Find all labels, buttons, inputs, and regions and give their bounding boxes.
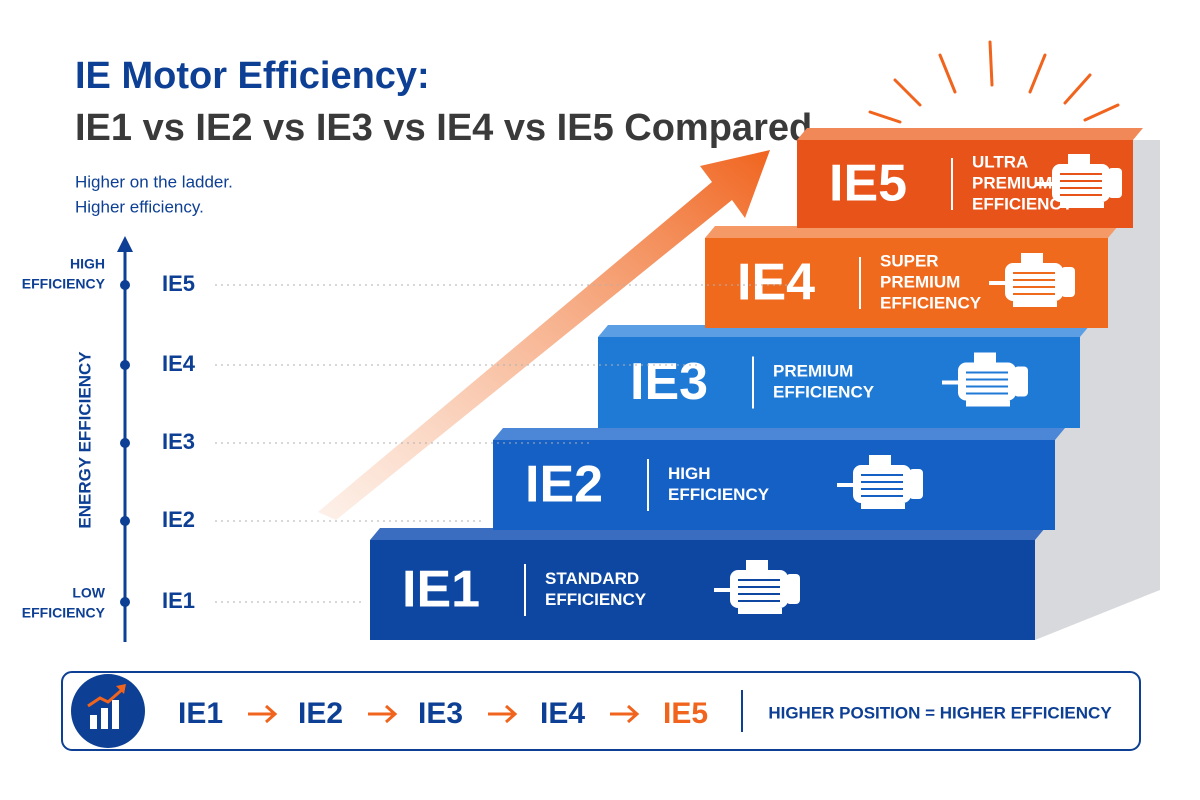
tagline: Higher on the ladder. bbox=[75, 172, 233, 191]
motor-box bbox=[1068, 154, 1090, 164]
motor-cap bbox=[1108, 168, 1122, 198]
chart-icon bbox=[87, 684, 126, 729]
step-description: ULTRA bbox=[972, 152, 1028, 171]
level-dot bbox=[120, 438, 130, 448]
step bbox=[370, 540, 1035, 640]
step bbox=[493, 440, 1055, 530]
step-top bbox=[493, 428, 1065, 440]
step-description: SUPER bbox=[880, 251, 939, 270]
trend-arrow bbox=[318, 150, 770, 520]
sequence-arrowhead bbox=[505, 704, 518, 724]
motor-box bbox=[746, 560, 768, 570]
footer-note: HIGHER POSITION = HIGHER EFFICIENCY bbox=[768, 703, 1112, 722]
level-dot bbox=[120, 280, 130, 290]
rays bbox=[868, 40, 1120, 124]
level-label: IE1 bbox=[162, 588, 195, 613]
sequence-item: IE5 bbox=[663, 697, 708, 730]
levels: IE5 IE4 IE3 IE2 IE1 bbox=[120, 271, 789, 613]
sequence: IE1 IE2 IE3 IE4 IE5 bbox=[178, 697, 708, 730]
step-description: PREMIUM bbox=[773, 361, 853, 380]
step-code: IE2 bbox=[525, 456, 603, 514]
step-description: PREMIUM bbox=[880, 272, 960, 291]
sequence-arrowhead bbox=[265, 704, 278, 724]
step-description: EFFICIENCY bbox=[880, 293, 982, 312]
sequence-item: IE1 bbox=[178, 697, 223, 730]
step-code: IE5 bbox=[829, 155, 907, 213]
title-line1: IE Motor Efficiency: bbox=[75, 55, 430, 97]
motor-box bbox=[869, 455, 891, 465]
level-label: IE5 bbox=[162, 271, 195, 296]
tagline: Higher efficiency. bbox=[75, 197, 204, 216]
sequence-arrowhead bbox=[627, 704, 640, 724]
motor-box bbox=[974, 352, 996, 363]
motor-body bbox=[1005, 263, 1063, 301]
step-description: EFFICIENCY bbox=[773, 382, 875, 401]
sequence-item: IE2 bbox=[298, 697, 343, 730]
step-code: IE3 bbox=[630, 353, 708, 411]
motor-body bbox=[958, 362, 1016, 401]
step-description: EFFICIENCY bbox=[668, 485, 770, 504]
motor-body bbox=[1052, 164, 1110, 202]
step-description: HIGH bbox=[668, 464, 711, 483]
motor-cap bbox=[1014, 366, 1028, 397]
motor-box bbox=[1021, 253, 1043, 263]
high-label: HIGH bbox=[70, 256, 105, 272]
motor-cap bbox=[786, 574, 800, 604]
motor-body bbox=[853, 465, 911, 503]
motor-body bbox=[730, 570, 788, 608]
step-top bbox=[797, 128, 1143, 140]
axis-arrow bbox=[117, 236, 133, 252]
step-description: EFFICIENCY bbox=[545, 590, 647, 609]
step-top bbox=[705, 226, 1118, 238]
sequence-arrowhead bbox=[385, 704, 398, 724]
motor-foot bbox=[1013, 301, 1057, 307]
step-description: STANDARD bbox=[545, 569, 639, 588]
footer-box bbox=[61, 671, 1141, 751]
motor-foot bbox=[966, 400, 1010, 407]
motor-cap bbox=[909, 469, 923, 499]
step-code: IE4 bbox=[737, 254, 815, 312]
motor-foot bbox=[738, 608, 782, 614]
level-label: IE4 bbox=[162, 351, 196, 376]
sequence-item: IE3 bbox=[418, 697, 463, 730]
axis-label: ENERGY EFFICIENCY bbox=[75, 351, 94, 529]
title-line2: IE1 vs IE2 vs IE3 vs IE4 vs IE5 Compared bbox=[75, 107, 812, 149]
level-dot bbox=[120, 516, 130, 526]
step-description: PREMIUM bbox=[972, 173, 1052, 192]
low-label: EFFICIENCY bbox=[22, 605, 106, 621]
low-label: LOW bbox=[72, 585, 105, 601]
level-label: IE2 bbox=[162, 507, 195, 532]
motor-foot bbox=[1060, 202, 1104, 208]
high-label: EFFICIENCY bbox=[22, 276, 106, 292]
steps: IE1 STANDARD EFFICIENCY IE2 HIGH EFFICIENCY IE… bbox=[370, 128, 1143, 640]
step-top bbox=[370, 528, 1045, 540]
motor-foot bbox=[861, 503, 905, 509]
motor-cap bbox=[1061, 267, 1075, 297]
level-label: IE3 bbox=[162, 429, 195, 454]
sequence-item: IE4 bbox=[540, 697, 585, 730]
level-dot bbox=[120, 597, 130, 607]
level-dot bbox=[120, 360, 130, 370]
step-code: IE1 bbox=[402, 561, 480, 619]
step-description: EFFICIENCY bbox=[972, 194, 1074, 213]
stair-side bbox=[1035, 140, 1160, 640]
